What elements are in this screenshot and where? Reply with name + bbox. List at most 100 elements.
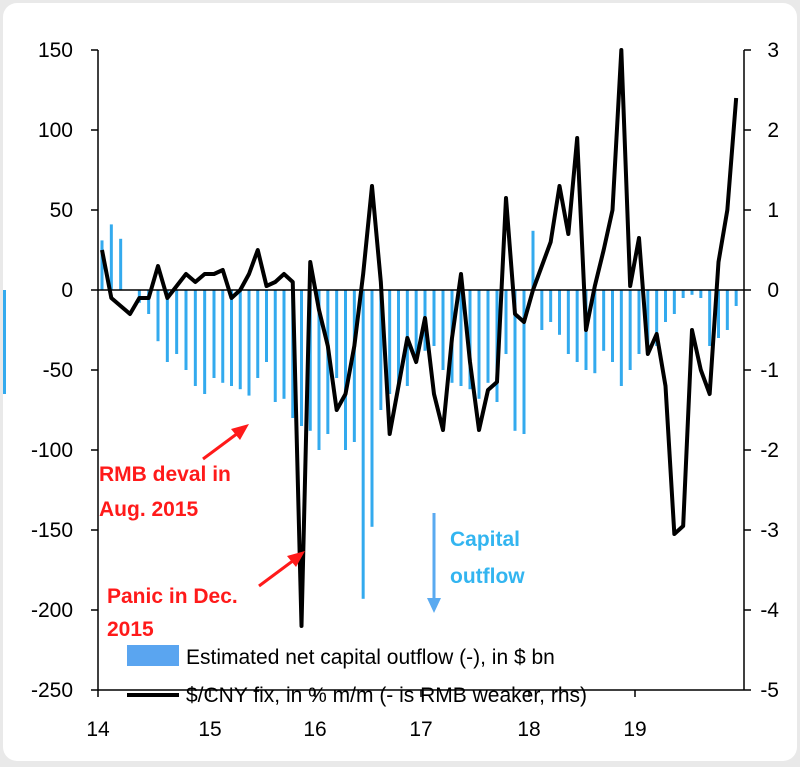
right-tick-label: -3 <box>760 519 779 542</box>
capital-outflow-annotation-line1: Capital <box>450 528 520 551</box>
bar <box>549 290 553 322</box>
bar <box>119 238 123 290</box>
capital-outflow-annotation-line2: outflow <box>450 565 525 588</box>
panic-arrow <box>258 551 305 588</box>
bar <box>628 290 632 370</box>
bar <box>175 290 179 354</box>
bar <box>477 290 481 399</box>
right-tick-label: 0 <box>767 279 779 302</box>
bar <box>513 290 517 431</box>
bar <box>459 290 463 386</box>
bar <box>734 290 738 306</box>
bar <box>637 290 641 354</box>
bar <box>300 290 303 426</box>
bar <box>611 290 614 362</box>
legend-bar-label: Estimated net capital outflow (-), in $ … <box>186 646 555 669</box>
right-tick-label: -2 <box>760 439 779 462</box>
left-tick-label: 50 <box>50 199 73 222</box>
x-tick-label: 16 <box>303 718 326 741</box>
bar <box>370 290 374 527</box>
panic-annotation-line1: Panic in Dec. <box>107 585 238 608</box>
legend-line-label: $/CNY fix, in % m/m (- is RMB weaker, rh… <box>186 684 587 707</box>
rmb-deval-annotation-line2: Aug. 2015 <box>99 498 199 521</box>
left-tick-label: 150 <box>38 39 73 62</box>
bar <box>212 290 216 378</box>
bars-group <box>3 224 738 599</box>
x-tick-label: 19 <box>623 718 646 741</box>
bar <box>664 290 667 322</box>
bar <box>221 290 225 383</box>
bar <box>203 290 207 394</box>
bar <box>468 290 472 390</box>
bar <box>344 290 347 450</box>
left-tick-label: -200 <box>31 599 73 622</box>
bar <box>725 290 729 330</box>
bar <box>593 290 597 374</box>
chart-card: 150 100 50 0 -50 -100 -150 -200 -250 3 2 1 0 -1 -2 -3 -… <box>3 3 797 761</box>
x-tick-label: 15 <box>198 718 221 741</box>
right-tick-label: 3 <box>767 39 779 62</box>
bar <box>247 290 251 396</box>
right-tick-label: 1 <box>767 199 779 222</box>
bar <box>256 290 260 378</box>
bar <box>432 290 436 346</box>
x-tick-label: 17 <box>409 718 432 741</box>
bar <box>335 290 339 378</box>
bar <box>646 290 650 351</box>
left-tick-label: -250 <box>31 679 73 702</box>
bar <box>109 224 113 290</box>
bar <box>156 290 160 342</box>
bar <box>193 290 197 386</box>
bar <box>100 240 104 290</box>
bar <box>184 290 188 370</box>
panic-annotation-line2: 2015 <box>107 618 154 641</box>
chart: 150 100 50 0 -50 -100 -150 -200 -250 3 2 1 0 -1 -2 -3 -… <box>3 39 779 741</box>
bar <box>540 290 544 330</box>
bar <box>3 290 6 370</box>
right-tick-label: 2 <box>767 119 779 142</box>
bar <box>558 290 561 335</box>
right-axis-ticks: 3 2 1 0 -1 -2 -3 -4 -5 <box>744 39 779 702</box>
left-tick-label: -50 <box>43 359 73 382</box>
x-axis-ticks: 14 15 16 17 18 19 <box>86 690 647 741</box>
bar <box>619 290 623 386</box>
bar <box>317 290 321 450</box>
right-tick-label: -1 <box>760 359 779 382</box>
right-tick-label: -4 <box>760 599 779 622</box>
bar <box>441 290 445 370</box>
bar <box>388 290 392 394</box>
bar <box>282 290 286 399</box>
bar <box>273 290 277 402</box>
capital-outflow-arrow <box>427 513 441 613</box>
left-axis-ticks: 150 100 50 0 -50 -100 -150 -200 -250 <box>31 39 98 702</box>
bar <box>690 290 694 295</box>
bar <box>699 290 703 298</box>
bar <box>414 290 418 362</box>
x-tick-label: 18 <box>517 718 540 741</box>
bar <box>655 290 659 346</box>
bar <box>486 290 490 383</box>
cny-fix-line <box>100 48 739 628</box>
bar <box>165 290 169 362</box>
rmb-deval-arrow <box>202 424 249 461</box>
bar <box>602 290 606 351</box>
bar <box>308 290 312 431</box>
bar <box>326 290 330 434</box>
bar <box>238 290 242 390</box>
x-tick-label: 14 <box>86 718 110 741</box>
rmb-deval-annotation-line1: RMB deval in <box>99 463 231 486</box>
bar <box>681 290 685 298</box>
bar <box>230 290 233 386</box>
bar <box>672 290 676 314</box>
left-tick-label: -100 <box>31 439 73 462</box>
bar <box>397 290 400 390</box>
bar <box>566 290 570 354</box>
bar <box>708 290 712 346</box>
bar <box>522 290 526 434</box>
bar <box>361 290 365 599</box>
bar <box>575 290 579 362</box>
bar <box>379 290 383 410</box>
left-tick-label: 0 <box>61 279 73 302</box>
bar <box>352 290 356 442</box>
left-tick-label: -150 <box>31 519 73 542</box>
